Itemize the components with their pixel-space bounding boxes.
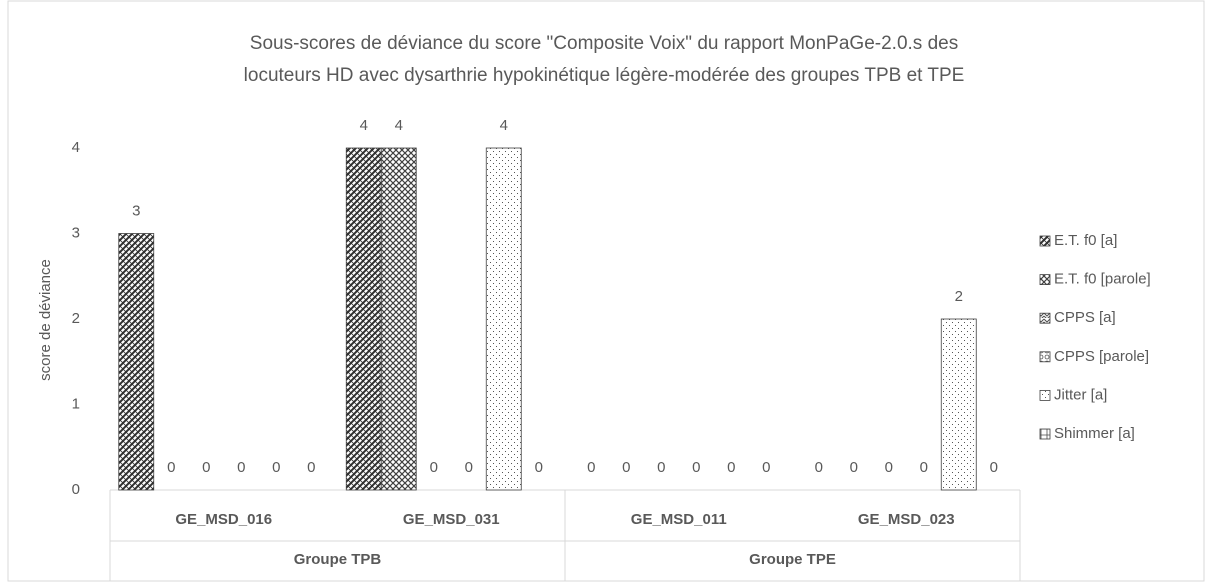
legend-swatch (1039, 428, 1051, 440)
x-tick-label: GE_MSD_016 (175, 511, 272, 528)
legend-swatch (1039, 389, 1051, 401)
data-label: 0 (815, 459, 823, 476)
legend-label: CPPS [parole] (1054, 348, 1149, 365)
chart-title: Sous-scores de déviance du score "Compos… (250, 33, 958, 54)
y-tick-label: 4 (72, 139, 80, 156)
x-tick-label: GE_MSD_031 (403, 511, 500, 528)
bar (380, 147, 417, 491)
chart-border (7, 0, 1205, 582)
bar (345, 147, 382, 491)
legend-label: E.T. f0 [a] (1054, 232, 1117, 249)
data-label: 0 (762, 459, 770, 476)
data-label: 0 (920, 459, 928, 476)
x-tick-label: GE_MSD_023 (858, 511, 955, 528)
legend-swatch (1039, 351, 1051, 363)
data-label: 0 (692, 459, 700, 476)
data-label: 0 (587, 459, 595, 476)
data-label: 0 (167, 459, 175, 476)
legend-label: CPPS [a] (1054, 309, 1116, 326)
y-tick-label: 2 (72, 310, 80, 327)
legend-swatch (1039, 312, 1051, 324)
legend-label: Jitter [a] (1054, 386, 1107, 403)
data-label: 4 (500, 117, 508, 134)
data-label: 0 (307, 459, 315, 476)
data-label: 3 (132, 202, 140, 219)
data-label: 0 (885, 459, 893, 476)
data-label: 0 (272, 459, 280, 476)
chart-title: locuteurs HD avec dysarthrie hypokinétiq… (244, 65, 965, 86)
data-label: 0 (202, 459, 210, 476)
bar (485, 147, 522, 491)
group-label: Groupe TPB (294, 551, 382, 568)
y-tick-label: 0 (72, 481, 80, 498)
data-label: 0 (990, 459, 998, 476)
legend-swatch (1039, 235, 1051, 247)
y-tick-label: 1 (72, 395, 80, 412)
data-label: 0 (657, 459, 665, 476)
data-label: 4 (395, 117, 403, 134)
data-label: 0 (430, 459, 438, 476)
y-tick-label: 3 (72, 224, 80, 241)
legend-label: Shimmer [a] (1054, 425, 1135, 442)
data-label: 0 (727, 459, 735, 476)
data-label: 0 (850, 459, 858, 476)
legend-label: E.T. f0 [parole] (1054, 271, 1151, 288)
data-label: 0 (622, 459, 630, 476)
legend-swatch (1039, 274, 1051, 286)
data-label: 4 (360, 117, 368, 134)
data-label: 2 (955, 288, 963, 305)
bar (118, 233, 155, 491)
x-tick-label: GE_MSD_011 (631, 511, 727, 528)
data-label: 0 (237, 459, 245, 476)
group-label: Groupe TPE (749, 551, 836, 568)
data-label: 0 (465, 459, 473, 476)
data-label: 0 (535, 459, 543, 476)
bar (940, 318, 977, 491)
y-axis-label: score de déviance (37, 259, 54, 381)
